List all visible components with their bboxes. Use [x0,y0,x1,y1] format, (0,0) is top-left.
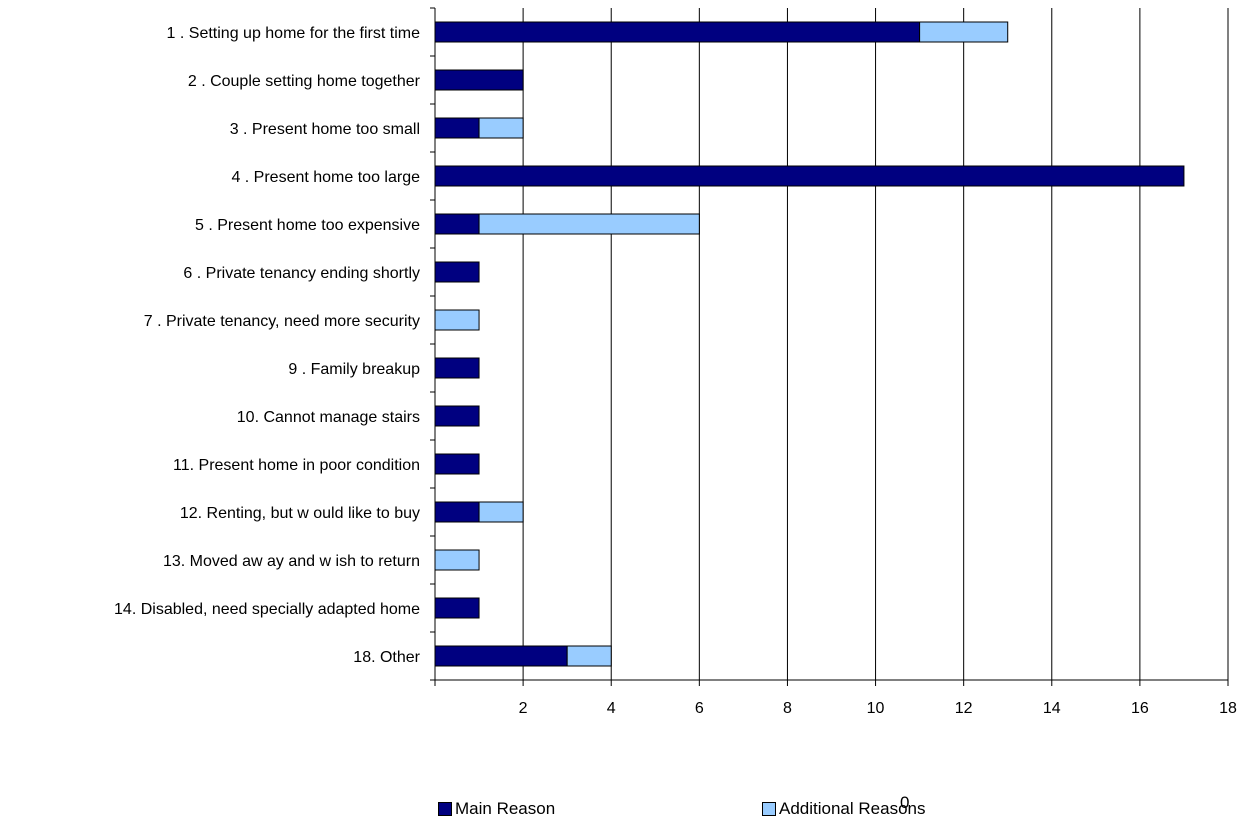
x-tick-labels: 2 4 6 8 10 12 14 16 18 [519,700,1237,717]
category-label: 13. Moved aw ay and w ish to return [163,553,420,570]
legend-item-additional-reasons: Additional Reasons [762,799,925,819]
x-tick-label-18: 18 [1219,700,1237,717]
category-label: 10. Cannot manage stairs [237,409,420,426]
x-tick-label-6: 6 [695,700,704,717]
stray-axis-text: 0 [900,793,910,812]
bar-additional-reasons-14 [566,645,612,667]
category-label: 2 . Couple setting home together [188,73,421,90]
bar-additional-reasons-3 [478,117,524,139]
category-label: 14. Disabled, need specially adapted hom… [114,601,420,618]
bar-main-reason-4 [434,165,1185,187]
legend: Main Reason Additional Reasons [0,799,1251,825]
bar-chart: 1 . Setting up home for the first time 2 … [114,7,1237,717]
legend-label-additional-reasons: Additional Reasons [779,799,926,818]
category-label: 4 . Present home too large [231,169,420,186]
bar-main-reason-1 [434,21,921,43]
x-tick-label-14: 14 [1043,700,1061,717]
bar-main-reason-5 [434,213,480,235]
category-label: 11. Present home in poor condition [173,457,420,474]
bar-main-reason-9 [434,405,480,427]
x-tick-label-12: 12 [955,700,973,717]
bar-main-reason-13 [434,597,480,619]
category-label: 9 . Family breakup [288,361,420,378]
x-tick-label-8: 8 [783,700,792,717]
x-tick-label-2: 2 [519,700,528,717]
category-label: 6 . Private tenancy ending shortly [183,265,420,282]
legend-item-main-reason: Main Reason [438,799,555,819]
axes [430,7,1229,686]
legend-swatch-main-reason [438,802,452,816]
bar-additional-reasons-12 [434,549,480,571]
category-label: 5 . Present home too expensive [195,217,420,234]
bar-additional-reasons-5 [478,213,700,235]
category-label: 1 . Setting up home for the first time [167,25,421,42]
category-label: 12. Renting, but w ould like to buy [180,505,420,522]
bar-main-reason-10 [434,453,480,475]
category-label: 3 . Present home too small [230,121,420,138]
category-label: 18. Other [353,649,420,666]
x-tick-label-16: 16 [1131,700,1149,717]
bar-main-reason-14 [434,645,568,667]
bar-main-reason-11 [434,501,480,523]
bar-main-reason-2 [434,69,524,91]
bar-main-reason-6 [434,261,480,283]
category-labels: 1 . Setting up home for the first time 2 … [114,25,421,666]
bar-additional-reasons-1 [919,21,1009,43]
gridlines [522,8,1229,680]
legend-swatch-additional-reasons [762,802,776,816]
category-label: 7 . Private tenancy, need more security [144,313,420,330]
bar-additional-reasons-11 [478,501,524,523]
bar-main-reason-3 [434,117,480,139]
bar-main-reason-8 [434,357,480,379]
bars [434,21,1185,667]
legend-label-main-reason: Main Reason [455,799,556,818]
x-tick-label-10: 10 [867,700,885,717]
bar-additional-reasons-7 [434,309,480,331]
x-tick-label-4: 4 [607,700,616,717]
